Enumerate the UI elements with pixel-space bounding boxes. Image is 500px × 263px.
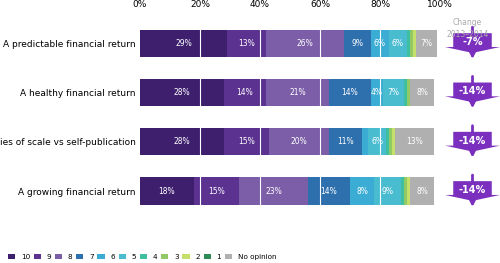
Bar <box>329 128 362 155</box>
Text: 7%: 7% <box>388 88 400 97</box>
Bar <box>389 128 392 155</box>
Bar <box>374 178 401 205</box>
Bar <box>140 29 227 57</box>
Bar <box>344 29 371 57</box>
Text: 8%: 8% <box>416 186 428 195</box>
Bar <box>407 79 410 106</box>
Text: 14%: 14% <box>236 88 254 97</box>
Text: 28%: 28% <box>174 137 190 146</box>
Bar <box>350 178 374 205</box>
Bar <box>224 128 269 155</box>
Bar <box>371 29 389 57</box>
Bar <box>227 29 266 57</box>
Text: 9%: 9% <box>382 186 394 195</box>
Text: 14%: 14% <box>342 88 358 97</box>
Bar <box>266 79 329 106</box>
Bar <box>224 79 266 106</box>
Polygon shape <box>445 181 500 201</box>
Text: 6%: 6% <box>392 39 404 48</box>
Polygon shape <box>445 83 500 102</box>
Text: 6%: 6% <box>374 39 386 48</box>
Text: 9%: 9% <box>352 39 364 48</box>
Bar <box>404 79 407 106</box>
Text: 11%: 11% <box>337 137 354 146</box>
Bar <box>329 79 371 106</box>
Bar <box>407 178 410 205</box>
Polygon shape <box>445 132 500 151</box>
Text: 8%: 8% <box>416 88 428 97</box>
Bar <box>392 128 395 155</box>
Text: -7%: -7% <box>462 37 483 47</box>
Text: 26%: 26% <box>296 39 314 48</box>
Text: 21%: 21% <box>289 88 306 97</box>
Bar <box>239 178 308 205</box>
Bar <box>140 128 224 155</box>
Text: 23%: 23% <box>265 186 282 195</box>
Text: 6%: 6% <box>371 137 383 146</box>
Text: 13%: 13% <box>238 39 255 48</box>
Bar <box>410 29 413 57</box>
Text: 4%: 4% <box>371 88 383 97</box>
Bar <box>194 178 239 205</box>
Bar <box>410 79 434 106</box>
Bar <box>410 178 434 205</box>
Text: Change
2013–2014: Change 2013–2014 <box>446 18 488 38</box>
Bar <box>401 178 404 205</box>
Legend: 10, 9, 8, 7, 6, 5, 4, 3, 2, 1, No opinion: 10, 9, 8, 7, 6, 5, 4, 3, 2, 1, No opinio… <box>5 251 280 263</box>
Text: 14%: 14% <box>320 186 338 195</box>
Polygon shape <box>445 33 500 53</box>
Bar <box>269 128 329 155</box>
Bar <box>308 178 350 205</box>
Bar <box>362 128 368 155</box>
Text: 28%: 28% <box>174 88 190 97</box>
Bar <box>371 79 383 106</box>
Bar <box>395 128 434 155</box>
Bar <box>389 29 407 57</box>
Bar <box>266 29 344 57</box>
Text: -14%: -14% <box>459 86 486 97</box>
Text: 29%: 29% <box>175 39 192 48</box>
Text: 15%: 15% <box>238 137 255 146</box>
Bar <box>368 128 386 155</box>
Text: 18%: 18% <box>158 186 176 195</box>
Text: -14%: -14% <box>459 185 486 195</box>
Text: 15%: 15% <box>208 186 225 195</box>
Text: 8%: 8% <box>356 186 368 195</box>
Bar <box>140 178 194 205</box>
Bar <box>383 79 404 106</box>
Bar <box>404 178 407 205</box>
Bar <box>140 79 224 106</box>
Text: 13%: 13% <box>406 137 423 146</box>
Text: -14%: -14% <box>459 136 486 146</box>
Text: 20%: 20% <box>290 137 308 146</box>
Bar <box>386 128 389 155</box>
Bar <box>413 29 416 57</box>
Text: 7%: 7% <box>420 39 432 48</box>
Bar <box>416 29 437 57</box>
Bar <box>407 29 410 57</box>
